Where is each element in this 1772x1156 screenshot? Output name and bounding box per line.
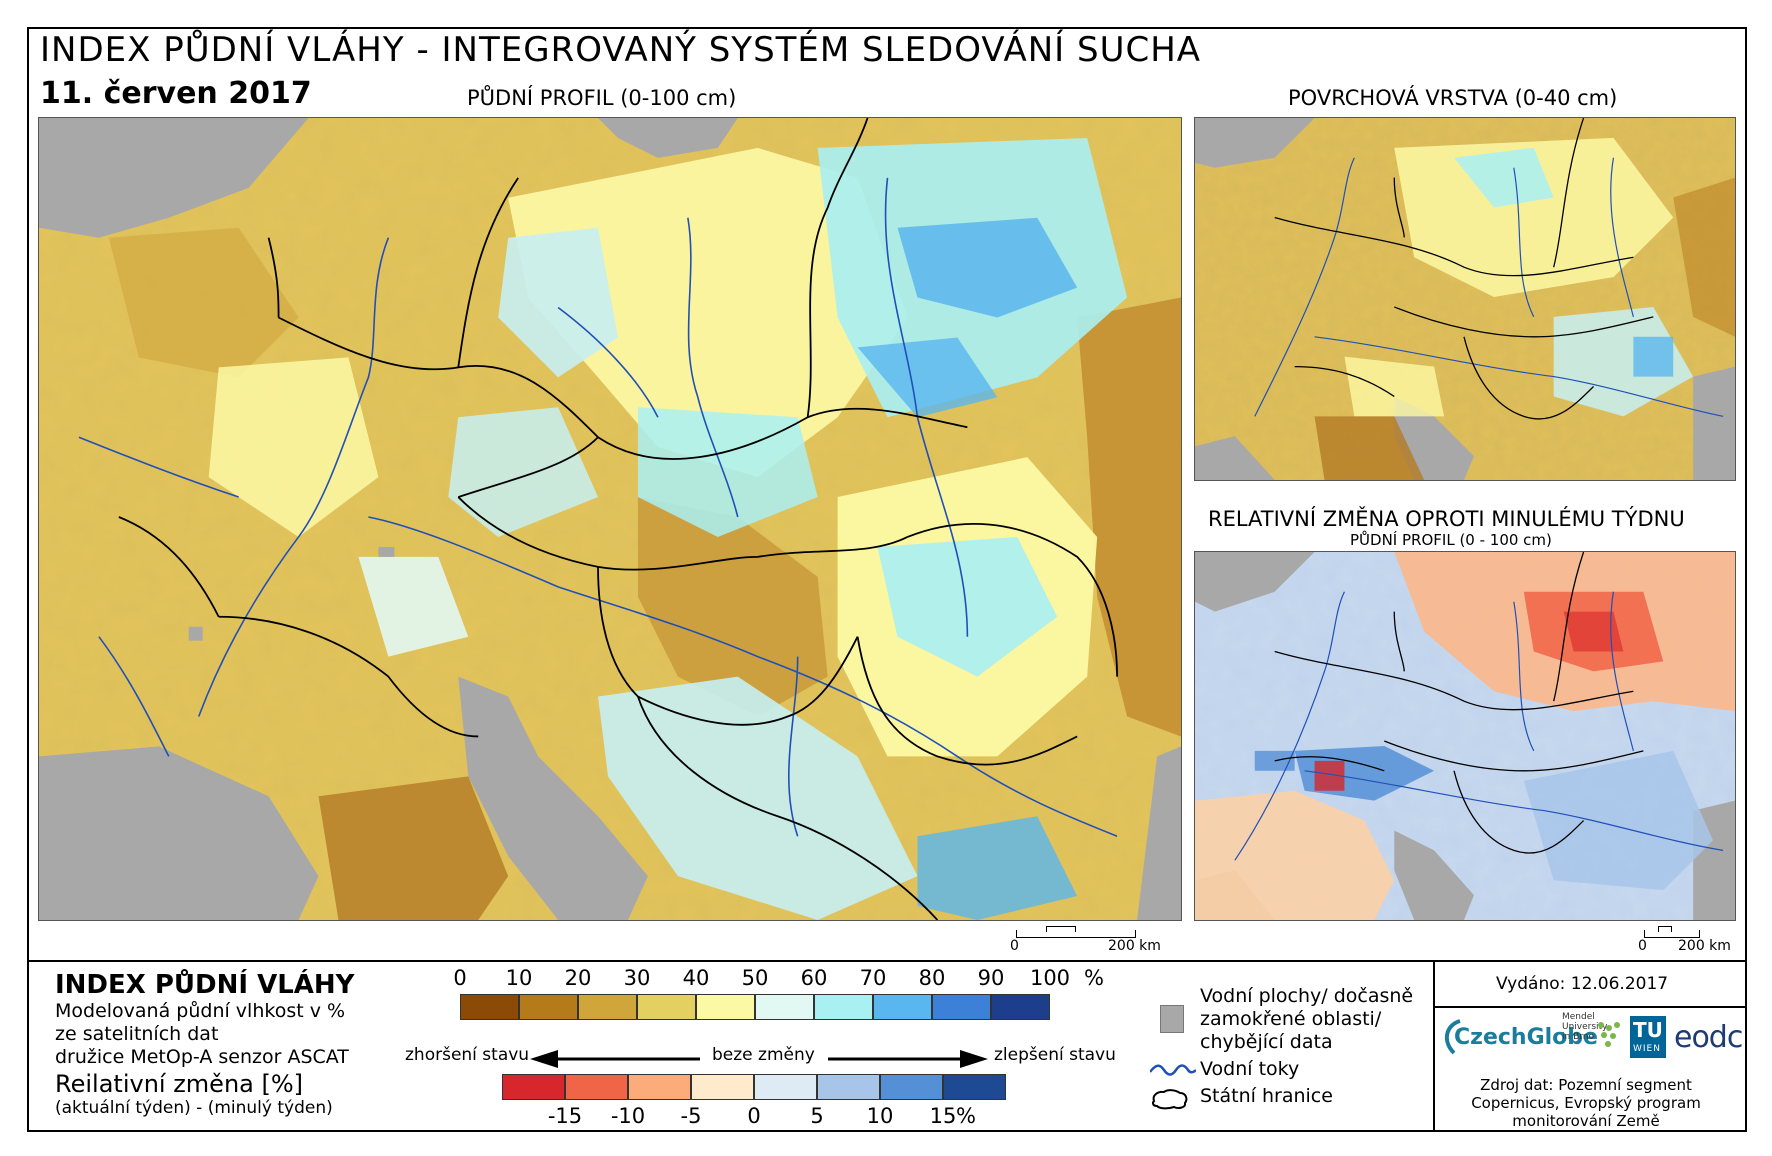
index-swatch-4: [696, 994, 755, 1020]
borders-label: Státní hranice: [1200, 1085, 1333, 1107]
mendel-logo: Mendel University in Brno: [1562, 1012, 1622, 1062]
source-line-1: Zdroj dat: Pozemní segment: [1480, 1076, 1692, 1094]
issued-date: Vydáno: 12.06.2017: [1496, 974, 1669, 994]
czechglobe-arc-icon: [1444, 1019, 1461, 1055]
index-swatch-7: [873, 994, 932, 1020]
legend-title: INDEX PŮDNÍ VLÁHY: [55, 970, 355, 1000]
source-line-3: monitorování Země: [1512, 1112, 1660, 1130]
change-swatch-6: [880, 1074, 943, 1100]
index-tick-5: 50: [741, 966, 769, 990]
worse-arrow-icon: [530, 1050, 700, 1068]
eodc-logo: eodc: [1674, 1020, 1743, 1055]
czechglobe-logo-text: CzechGlobe: [1454, 1025, 1598, 1050]
index-swatch-0: [460, 994, 519, 1020]
main-scalebar-segment: [1046, 926, 1076, 932]
index-swatch-1: [519, 994, 578, 1020]
index-tick-0: 0: [453, 966, 467, 990]
czechglobe-logo: CzechGlobe: [1440, 1017, 1598, 1061]
change-swatch-0: [502, 1074, 565, 1100]
main-scale-distance: 200 km: [1108, 938, 1161, 954]
index-tick-6: 60: [800, 966, 828, 990]
info-separator: [1433, 1006, 1747, 1008]
surface-map-label: POVRCHOVÁ VRSTVA (0-40 cm): [1288, 86, 1618, 110]
change-map-sublabel: PŮDNÍ PROFIL (0 - 100 cm): [1350, 531, 1552, 549]
legend-desc-3: družice MetOp-A senzor ASCAT: [55, 1046, 349, 1068]
rivers-label: Vodní toky: [1200, 1058, 1300, 1080]
index-tick-7: 70: [859, 966, 887, 990]
change-tick-4: 5: [810, 1104, 824, 1128]
change-map-label: RELATIVNÍ ZMĚNA OPROTI MINULÉMU TÝDNU: [1208, 507, 1685, 531]
surface-layer-map: [1194, 117, 1736, 481]
tu-logo-text: TU: [1633, 1018, 1663, 1042]
legend-change-title: Reilativní změna [%]: [55, 1070, 304, 1098]
index-unit: %: [1084, 966, 1104, 990]
change-swatch-4: [754, 1074, 817, 1100]
main-map-label: PŮDNÍ PROFIL (0-100 cm): [467, 86, 737, 110]
main-scalebar: [1016, 930, 1136, 938]
index-tick-3: 30: [623, 966, 651, 990]
better-arrow-icon: [828, 1050, 988, 1068]
legend-desc-1: Modelovaná půdní vlhkost v %: [55, 1000, 346, 1022]
change-unit: %: [956, 1104, 976, 1128]
mendel-logo-text-3: in Brno: [1562, 1032, 1594, 1042]
water-label-1: Vodní plochy/ dočasně: [1200, 985, 1414, 1007]
mendel-logo-text-2: University: [1562, 1022, 1608, 1032]
change-swatch-1: [565, 1074, 628, 1100]
legend-desc-2: ze satelitních dat: [55, 1023, 219, 1045]
date-label: 11. červen 2017: [40, 76, 312, 111]
page-title: INDEX PŮDNÍ VLÁHY - INTEGROVANÝ SYSTÉM S…: [40, 30, 1202, 70]
legend-separator: [1433, 960, 1435, 1132]
change-tick-2: -5: [680, 1104, 702, 1128]
change-scalebar-segment: [1658, 926, 1672, 932]
change-scalebar: [1644, 930, 1700, 938]
water-label-3: chybějící data: [1200, 1031, 1333, 1053]
worse-label: zhoršení stavu: [405, 1045, 530, 1065]
tu-wien-logo: TU WIEN: [1630, 1016, 1666, 1058]
border-outline-icon: [1152, 1089, 1188, 1110]
change-swatch-7: [943, 1074, 1006, 1100]
index-tick-1: 10: [505, 966, 533, 990]
river-line-icon: [1150, 1064, 1196, 1076]
change-swatch-3: [691, 1074, 754, 1100]
legend-change-desc: (aktuální týden) - (minulý týden): [55, 1098, 333, 1118]
better-label: zlepšení stavu: [994, 1045, 1116, 1065]
change-swatch-5: [817, 1074, 880, 1100]
index-swatch-2: [578, 994, 637, 1020]
change-swatch-2: [628, 1074, 691, 1100]
wien-logo-text: WIEN: [1633, 1044, 1661, 1054]
water-label-2: zamokřené oblasti/: [1200, 1008, 1382, 1030]
mendel-dots-icon: [1598, 1022, 1620, 1047]
relative-change-map: [1194, 551, 1736, 921]
index-tick-4: 40: [682, 966, 710, 990]
change-tick-0: -15: [547, 1104, 583, 1128]
water-swatch: [1160, 1005, 1184, 1033]
main-scale-zero: 0: [1010, 938, 1019, 954]
no-change-label: beze změny: [712, 1045, 815, 1065]
index-tick-10: 100: [1029, 966, 1071, 990]
index-swatch-3: [637, 994, 696, 1020]
index-tick-9: 90: [977, 966, 1005, 990]
index-tick-2: 20: [564, 966, 592, 990]
index-swatch-6: [814, 994, 873, 1020]
change-scale-zero: 0: [1638, 938, 1647, 954]
source-line-2: Copernicus, Evropský program: [1471, 1094, 1701, 1112]
change-tick-5: 10: [866, 1104, 894, 1128]
change-scale-distance: 200 km: [1678, 938, 1731, 954]
index-tick-8: 80: [918, 966, 946, 990]
change-tick-1: -10: [610, 1104, 646, 1128]
mendel-logo-text-1: Mendel: [1562, 1012, 1595, 1022]
index-swatch-9: [991, 994, 1050, 1020]
legend-divider: [27, 960, 1747, 962]
main-soil-moisture-map: [38, 117, 1182, 921]
index-swatch-5: [755, 994, 814, 1020]
change-tick-3: 0: [747, 1104, 761, 1128]
index-swatch-8: [932, 994, 991, 1020]
change-tick-6: 15: [929, 1104, 957, 1128]
